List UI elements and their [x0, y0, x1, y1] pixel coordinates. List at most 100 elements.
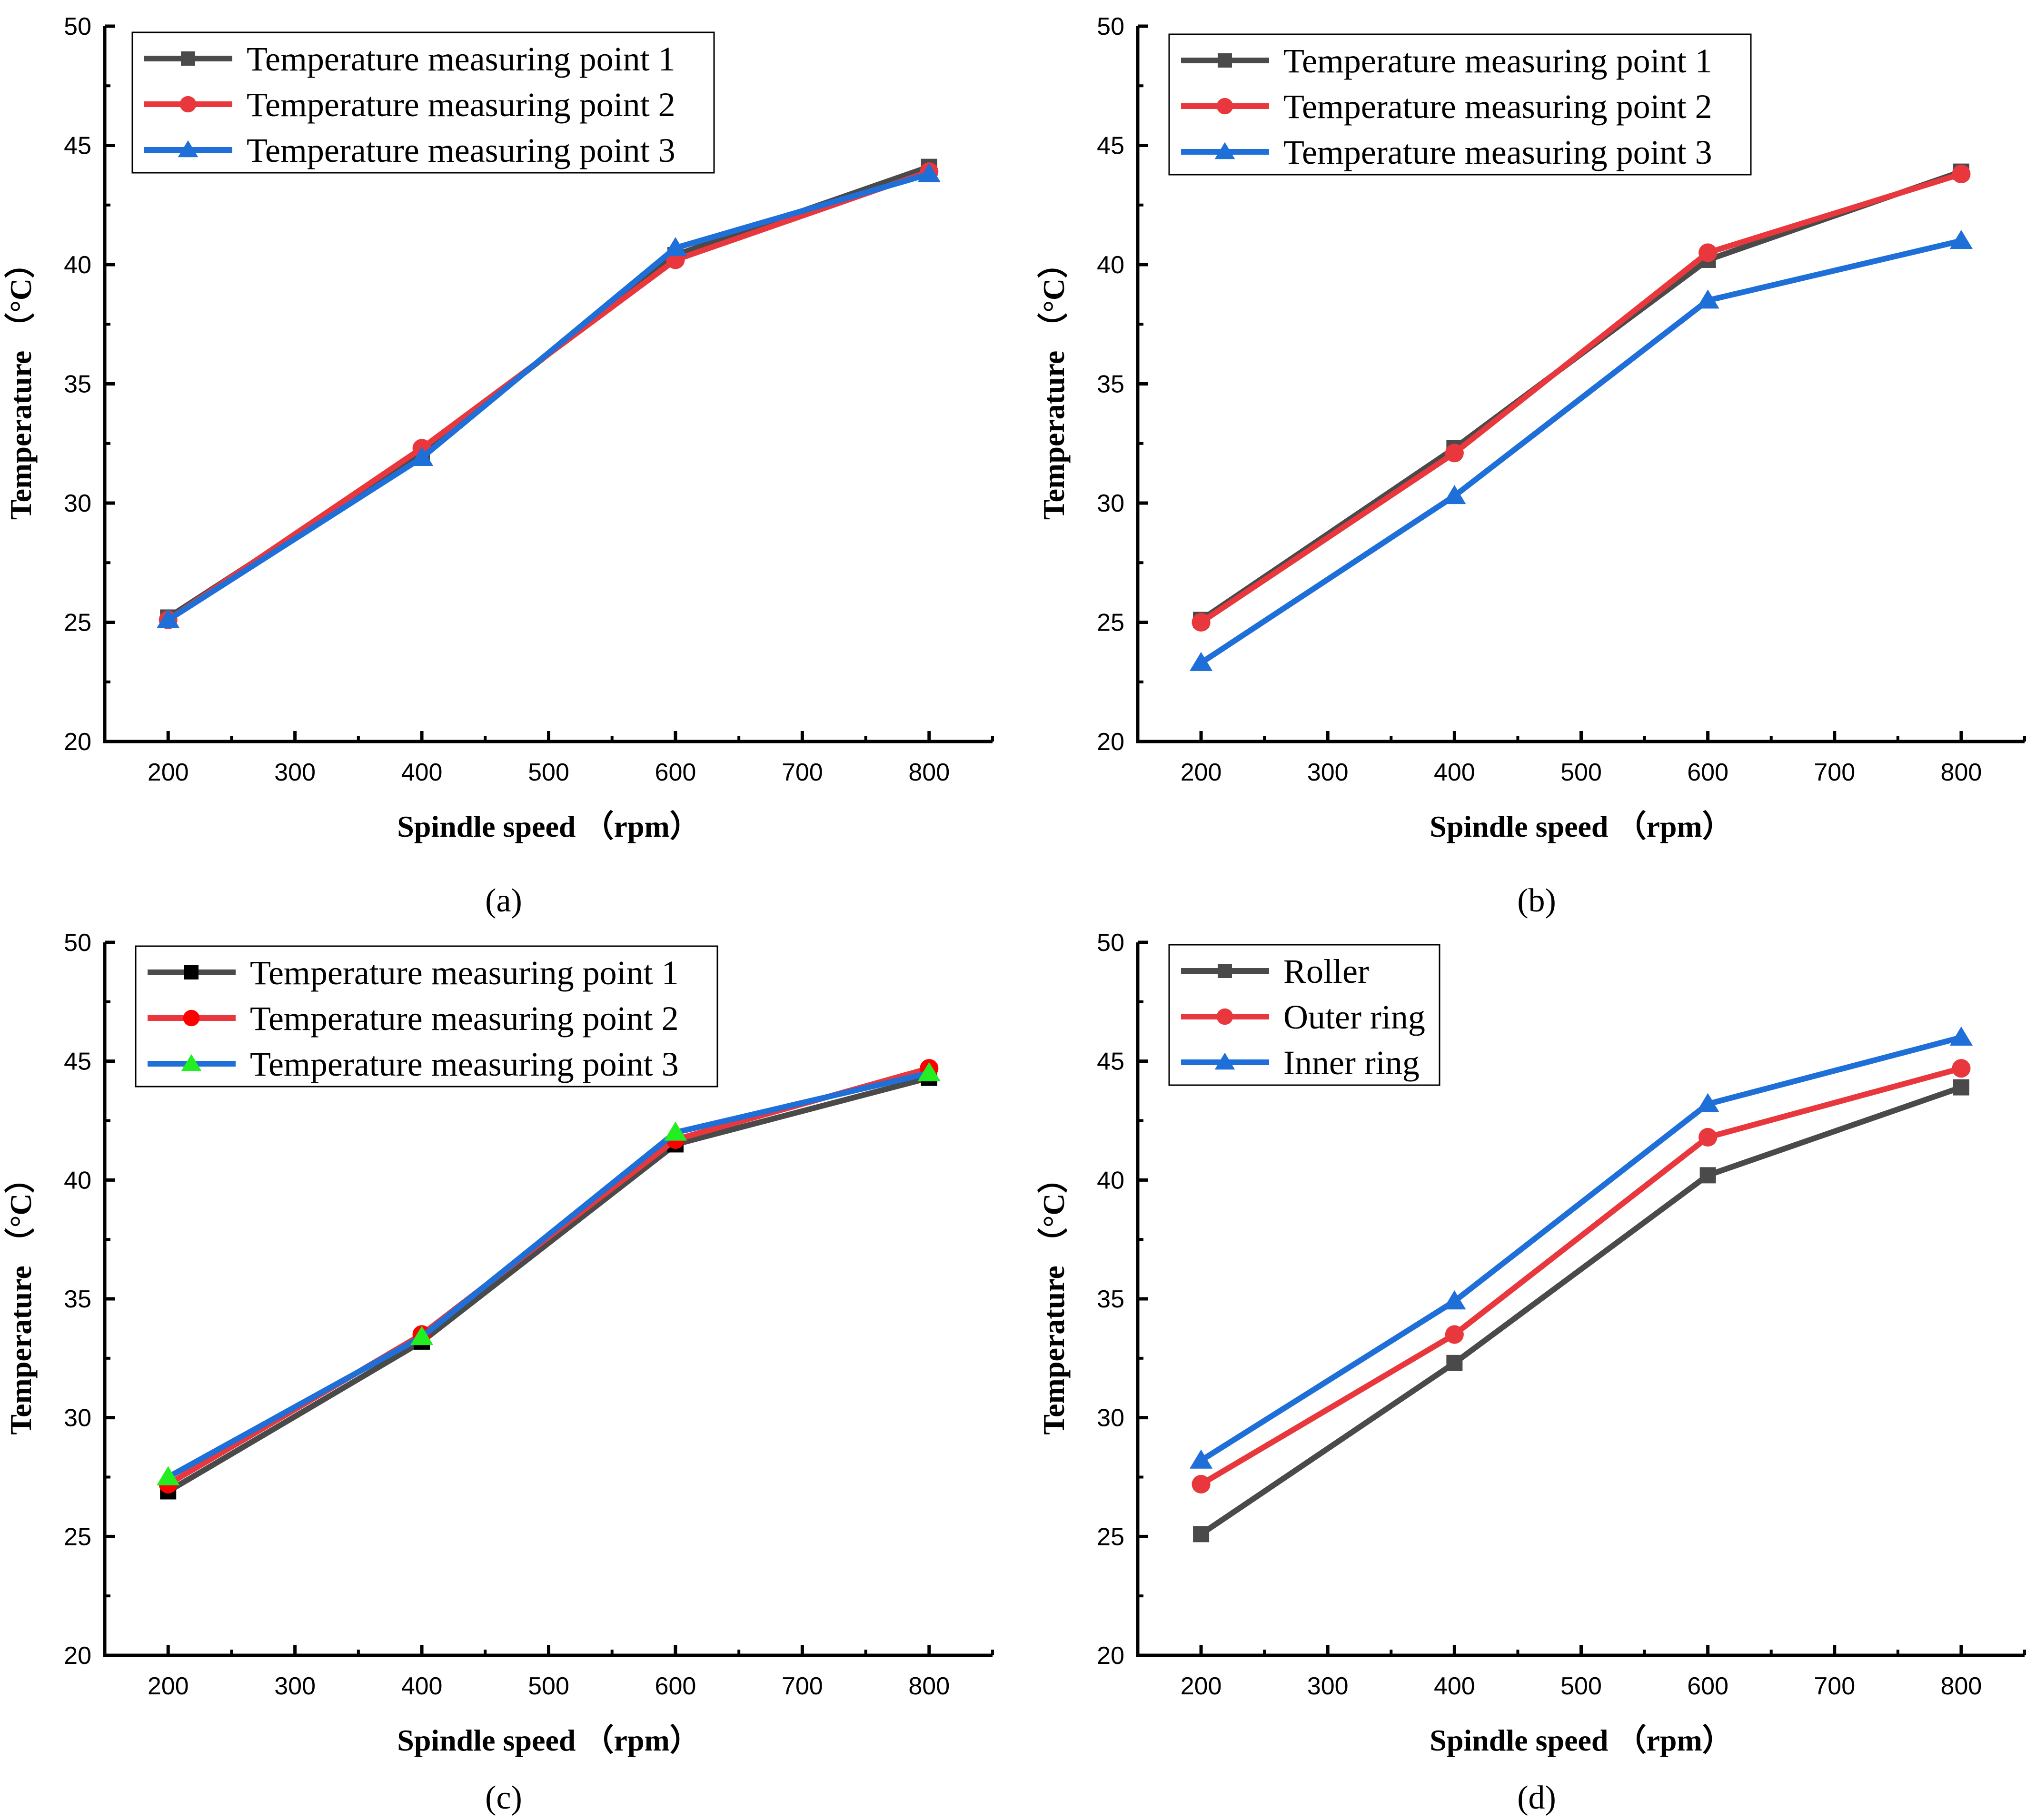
- y-tick-label: 35: [1097, 371, 1124, 398]
- data-point: [157, 609, 180, 628]
- x-tick-label: 200: [148, 1672, 189, 1700]
- data-point: [664, 237, 687, 257]
- legend: Temperature measuring point 1 Temperature…: [135, 945, 718, 1088]
- legend-label: Temperature measuring point 3: [247, 131, 675, 169]
- data-point: [917, 1062, 941, 1081]
- legend-label: Temperature measuring point 2: [1283, 88, 1712, 126]
- x-tick-label: 800: [908, 759, 950, 786]
- series-line: [166, 171, 930, 623]
- data-point: [1443, 1290, 1466, 1310]
- data-point: [1952, 165, 1971, 184]
- y-tick-label: 25: [1097, 609, 1124, 637]
- series-2: [159, 162, 939, 630]
- x-tick-label: 700: [1814, 1672, 1855, 1700]
- legend-marker: [184, 965, 199, 979]
- y-tick-label: 40: [1097, 1167, 1124, 1194]
- y-tick-label: 35: [1097, 1286, 1124, 1313]
- y-tick-label: 45: [64, 1048, 91, 1076]
- x-tick-label: 200: [1181, 759, 1222, 786]
- y-tick-label: 40: [1097, 251, 1124, 279]
- x-tick-label: 500: [1560, 1672, 1602, 1700]
- legend-label: Temperature measuring point 1: [250, 954, 679, 992]
- legend: Temperature measuring point 1 Temperature…: [1168, 33, 1752, 176]
- x-axis-title: Spindle speed （rpm）: [1430, 810, 1733, 843]
- series-line: [1199, 1034, 1962, 1463]
- legend-marker: [1216, 98, 1233, 115]
- data-point: [1696, 289, 1719, 309]
- y-tick-label: 30: [64, 1405, 91, 1432]
- y-tick-label: 40: [64, 251, 91, 279]
- x-tick-label: 300: [1307, 759, 1349, 786]
- x-tick-label: 600: [655, 1672, 696, 1700]
- x-tick-label: 600: [1687, 1672, 1728, 1700]
- panel-label: (b): [1517, 882, 1556, 919]
- y-axis-title: Temperature （°C）: [4, 1163, 38, 1434]
- y-axis-title: Temperature （°C）: [1037, 1163, 1071, 1434]
- data-point: [1443, 485, 1466, 504]
- x-tick-label: 800: [1941, 759, 1982, 786]
- x-tick-label: 500: [1560, 759, 1602, 786]
- x-axis-title: Spindle speed （rpm）: [1430, 1723, 1733, 1757]
- legend-label: Inner ring: [1283, 1044, 1420, 1082]
- data-point: [1699, 1167, 1716, 1184]
- series-line: [166, 168, 930, 623]
- legend-label: Roller: [1283, 952, 1369, 990]
- x-tick-label: 300: [1307, 1672, 1349, 1700]
- data-point: [1192, 613, 1211, 632]
- legend-label: Outer ring: [1283, 998, 1425, 1036]
- data-point: [1696, 1093, 1719, 1112]
- legend-label: Temperature measuring point 3: [250, 1045, 679, 1083]
- data-point: [1949, 229, 1973, 249]
- series-line: [167, 1070, 930, 1480]
- legend-label: Temperature measuring point 1: [247, 40, 675, 78]
- legend-marker: [1218, 53, 1232, 68]
- data-point: [664, 1121, 687, 1141]
- y-tick-label: 45: [64, 132, 91, 160]
- legend-marker: [181, 51, 195, 66]
- y-tick-label: 50: [1097, 13, 1124, 40]
- x-tick-label: 800: [908, 1672, 950, 1700]
- x-tick-label: 600: [1687, 759, 1728, 786]
- legend-marker: [1214, 142, 1235, 159]
- data-point: [1446, 1355, 1463, 1371]
- y-tick-label: 45: [1097, 132, 1124, 160]
- data-point: [1189, 652, 1213, 671]
- y-tick-label: 20: [1097, 1642, 1124, 1670]
- x-tick-label: 700: [782, 759, 823, 786]
- legend-marker: [1216, 1008, 1233, 1025]
- y-tick-label: 20: [64, 728, 91, 756]
- panel-label: (a): [485, 882, 522, 919]
- legend-label: Temperature measuring point 2: [250, 999, 679, 1038]
- x-tick-label: 200: [1181, 1672, 1222, 1700]
- y-tick-label: 25: [64, 1523, 91, 1551]
- data-point: [1192, 1474, 1211, 1494]
- data-point: [1949, 1026, 1973, 1046]
- data-point: [1952, 1059, 1971, 1078]
- panel-label: (d): [1517, 1780, 1556, 1816]
- data-point: [917, 163, 941, 182]
- legend-label: Temperature measuring point 3: [1283, 133, 1712, 171]
- y-tick-label: 35: [64, 371, 91, 398]
- x-tick-label: 400: [401, 1672, 443, 1700]
- chart-panel-1: 20 25 30 35 40 45 50 200 300 400 500 600 700 800 Spind…: [4, 13, 994, 919]
- series-1: [160, 158, 937, 626]
- y-tick-label: 50: [1097, 929, 1124, 957]
- legend-marker: [181, 1054, 202, 1071]
- series-1: [160, 1069, 937, 1500]
- x-tick-label: 600: [655, 759, 696, 786]
- x-tick-label: 500: [528, 1672, 569, 1700]
- y-axis-title: Temperature （°C）: [1037, 248, 1071, 520]
- y-tick-label: 50: [64, 13, 91, 40]
- y-tick-label: 30: [1097, 490, 1124, 517]
- legend-marker: [178, 140, 199, 158]
- panel-label: (c): [485, 1780, 522, 1816]
- series-3: [157, 163, 941, 628]
- data-point: [1698, 1128, 1718, 1147]
- legend-marker: [183, 1009, 200, 1027]
- chart-panel-3: 20 25 30 35 40 45 50 200 300 400 500 600 700 800 Spind…: [4, 929, 994, 1816]
- legend-label: Temperature measuring point 2: [247, 86, 675, 124]
- data-point: [157, 1466, 180, 1485]
- y-axis-title: Temperature （°C）: [4, 248, 38, 520]
- x-axis-title: Spindle speed （rpm）: [397, 810, 700, 843]
